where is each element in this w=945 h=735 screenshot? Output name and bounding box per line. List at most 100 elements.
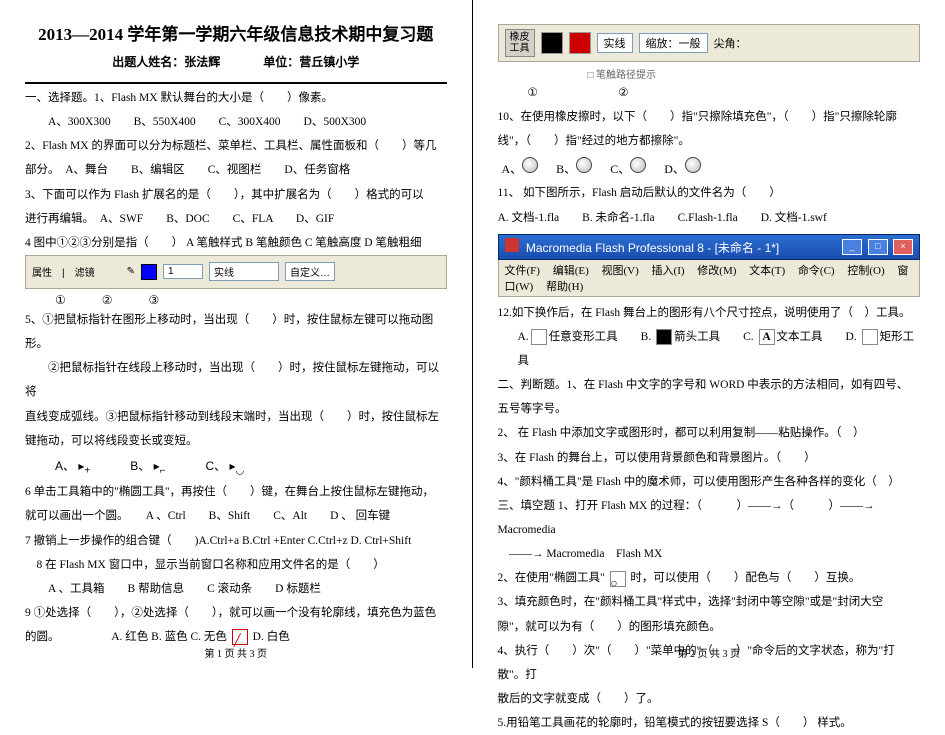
dept-name: 营丘镇小学	[299, 55, 359, 69]
q5-line3: 直线变成弧线。③把鼠标指针移动到线段末端时，当出现（ ）时，按住鼠标左	[25, 405, 447, 429]
menu-command: 命令(C)	[798, 265, 835, 277]
q6-line2: 就可以画出一个圆。 A 、Ctrl B、Shift C、Alt D 、 回车键	[25, 504, 447, 528]
stroke-swatch	[541, 32, 563, 54]
exam-paper: 2013—2014 学年第一学期六年级信息技术期中复习题 出题人姓名：张法辉 单…	[0, 0, 945, 668]
q5-line1: 5、①把鼠标指针在图形上移动时，当出现（ ）时，按住鼠标左键可以拖动图形。	[25, 308, 447, 356]
judge-3: 3、在 Flash 的舞台上，可以使用背景颜色和背景图片。（ ）	[498, 446, 921, 470]
menu-text: 文本(T)	[749, 265, 785, 277]
arrow-tool-icon	[656, 329, 672, 345]
q12-a-label: A.	[518, 331, 529, 343]
rectangle-tool-icon	[862, 329, 878, 345]
fill-3-line2: 隙"，就可以为有（ ）的图形填充颜色。	[498, 615, 921, 639]
cursor-option-a: A、 ▸+	[55, 457, 90, 476]
opt-b-label: B、	[130, 459, 150, 473]
eraser-label-2: 工具	[510, 43, 530, 54]
q2-line1: 2、Flash MX 的界面可以分为标题栏、菜单栏、工具栏、属性面板和（ ）等几	[25, 134, 447, 158]
section-3: 三、填空题 1、打开 Flash MX 的过程：（ ）——→（ ）——→ Mac…	[498, 494, 921, 542]
eraser-tool-box: 橡皮 工具	[505, 29, 535, 57]
menu-view: 视图(V)	[602, 265, 639, 277]
q3-line2: 进行再编辑。 A、SWF B、DOC C、FLA D、GIF	[25, 207, 447, 231]
free-transform-icon	[531, 329, 547, 345]
cursor-options: A、 ▸+ B、 ▸⌐ C、 ▸◡	[25, 457, 447, 476]
q9-line1: 9 ①处选择（ ），②处选择（ ），就可以画一个没有轮廓线，填充色为蓝色	[25, 601, 447, 625]
properties-toolbar: 属性 | 滤镜 ✎ 1 实线 自定义…	[25, 255, 447, 289]
eraser-label-1: 橡皮	[510, 32, 530, 43]
q10-line1: 10、在使用橡皮擦时，以下（ ）指"只擦除填充色"，（ ）指"只擦除轮廓	[498, 105, 921, 129]
judge-2: 2、 在 Flash 中添加文字或图形时，都可以利用复制——粘贴操作。（ ）	[498, 421, 921, 445]
fill-4-line2: 散后的文字就变成（ ）了。	[498, 687, 921, 711]
q5-line4: 键拖动，可以将线段变长或变短。	[25, 429, 447, 453]
stroke-style-field: 实线	[209, 262, 279, 281]
q4: 4 图中①②③分别是指（ ） A 笔触样式 B 笔触颜色 C 笔触高度 D 笔触…	[25, 231, 447, 255]
eraser-annot-12: ① ②	[498, 81, 921, 105]
page-2: 橡皮 工具 实线 缩放：一般 尖角： □ 笔触路径提示 ① ② 10、在使用橡皮…	[473, 0, 945, 668]
q9-opts-abc: 的圆。 A. 红色 B. 蓝色 C. 无色	[25, 631, 227, 643]
eraser-mode-icon-a	[522, 157, 538, 173]
eraser-hint: □ 笔触路径提示	[498, 66, 921, 81]
fill-5: 5.用铅笔工具画花的轮廓时，铅笔模式的按钮要选择 S（ ） 样式。	[498, 711, 921, 735]
stroke-height-field: 1	[163, 264, 203, 279]
flash-app-icon	[505, 238, 519, 252]
q2-line2: 部分。 A、舞台 B、编辑区 C、视图栏 D、任务窗格	[25, 158, 447, 182]
q12: 12.如下换作后，在 Flash 舞台上的图形有八个尺寸控点，说明使用了（ ）工…	[498, 301, 921, 325]
cursor-option-b: B、 ▸⌐	[130, 457, 165, 476]
exam-subtitle: 出题人姓名：张法辉 单位：营丘镇小学	[25, 53, 447, 70]
page-1: 2013—2014 学年第一学期六年级信息技术期中复习题 出题人姓名：张法辉 单…	[0, 0, 473, 668]
q12-b-text: 箭头工具 C.	[674, 331, 754, 343]
q10-opt-a: A、	[502, 157, 539, 177]
q10-opt-d: D、	[664, 157, 701, 177]
menu-file: 文件(F)	[505, 265, 540, 277]
close-icon: ×	[893, 239, 913, 255]
menu-control: 控制(O)	[847, 265, 884, 277]
flash-menubar: 文件(F) 编辑(E) 视图(V) 插入(I) 修改(M) 文本(T) 命令(C…	[498, 260, 921, 297]
q11-options: A. 文档-1.fla B. 未命名-1.fla C.Flash-1.fla D…	[498, 206, 921, 230]
fill-3-line1: 3、填充颜色时，在"颜料桶工具"样式中，选择"封闭中等空隙"或是"封闭大空	[498, 590, 921, 614]
properties-toolbar-figure: 属性 | 滤镜 ✎ 1 实线 自定义… ① ② ③	[25, 255, 447, 308]
q12-a-text: 任意变形工具 B.	[549, 331, 652, 343]
teacher-name: 张法辉	[184, 55, 220, 69]
page-1-footer: 第 1 页 共 3 页	[0, 645, 472, 660]
eraser-mode-icon-c	[630, 157, 646, 173]
q10-options: A、 B、 C、 D、	[498, 157, 921, 177]
flash-window-figure: Macromedia Flash Professional 8 - [未命名 -…	[498, 234, 921, 297]
section-1-q1: 一、选择题。1、Flash MX 默认舞台的大小是（ ）像素。	[25, 86, 447, 110]
fill-2: 2、在使用"椭圆工具" ○ 时，可以使用（ ）配色与（ ）互换。	[498, 566, 921, 590]
section-2b: 五号等字号。	[498, 397, 921, 421]
q1-options: A、300X300 B、550X400 C、300X400 D、500X300	[25, 110, 447, 134]
no-color-icon: ╱	[232, 629, 248, 645]
eraser-scale-combo: 缩放：一般	[639, 33, 708, 53]
q10-opt-b: B、	[556, 157, 592, 177]
custom-button: 自定义…	[285, 262, 335, 281]
toolbar-tabs: 属性 | 滤镜	[32, 264, 95, 279]
q5-line2: ②把鼠标指针在线段上移动时，当出现（ ）时，按住鼠标左键拖动，可以将	[25, 356, 447, 404]
pencil-icon: ✎	[127, 266, 135, 277]
fill-2a: 2、在使用"椭圆工具"	[498, 572, 605, 584]
menu-insert: 插入(I)	[652, 265, 685, 277]
eraser-toolbar: 橡皮 工具 实线 缩放：一般 尖角：	[498, 24, 921, 62]
window-buttons: _ □ ×	[840, 238, 913, 255]
q8-line1: 8 在 Flash MX 窗口中，显示当前窗口名称和应用文件名的是（ ）	[25, 553, 447, 577]
eraser-mode-icon-d	[685, 157, 701, 173]
q3-line1: 3、下面可以作为 Flash 扩展名的是（ ），其中扩展名为（ ）格式的可以	[25, 183, 447, 207]
menu-modify: 修改(M)	[697, 265, 736, 277]
q11: 11、 如下图所示，Flash 启动后默认的文件名为（ ）	[498, 181, 921, 205]
q9-opt-d: D. 白色	[253, 631, 290, 643]
eraser-mode-icon-b	[576, 157, 592, 173]
flash-title-left: Macromedia Flash Professional 8 - [未命名 -…	[505, 238, 780, 256]
text-tool-icon: A	[759, 329, 775, 345]
q10-line2: 线"，（ ）指"经过的地方都擦除"。	[498, 129, 921, 153]
q12-c-text: 文本工具 D.	[777, 331, 857, 343]
eraser-tip-label: 尖角：	[714, 35, 747, 51]
exam-title: 2013—2014 学年第一学期六年级信息技术期中复习题	[25, 20, 447, 45]
cursor-option-c: C、 ▸◡	[205, 457, 244, 476]
q8-line2: A 、工具箱 B 帮助信息 C 滚动条 D 标题栏	[25, 577, 447, 601]
q7: 7 撤销上一步操作的组合键（ )A.Ctrl+a B.Ctrl +Enter C…	[25, 529, 447, 553]
judge-4: 4、"颜料桶工具"是 Flash 中的魔术师，可以使用图形产生各种各样的变化（ …	[498, 470, 921, 494]
fill-swatch	[569, 32, 591, 54]
menu-edit: 编辑(E)	[553, 265, 589, 277]
title-rule	[25, 82, 447, 84]
section-3b: ——→ Macromedia Flash MX	[498, 542, 921, 566]
dept-label: 单位：	[263, 55, 299, 69]
stroke-color-swatch	[141, 264, 157, 280]
q6-line1: 6 单击工具箱中的"椭圆工具"，再按住（ ）键，在舞台上按住鼠标左键拖动，	[25, 480, 447, 504]
